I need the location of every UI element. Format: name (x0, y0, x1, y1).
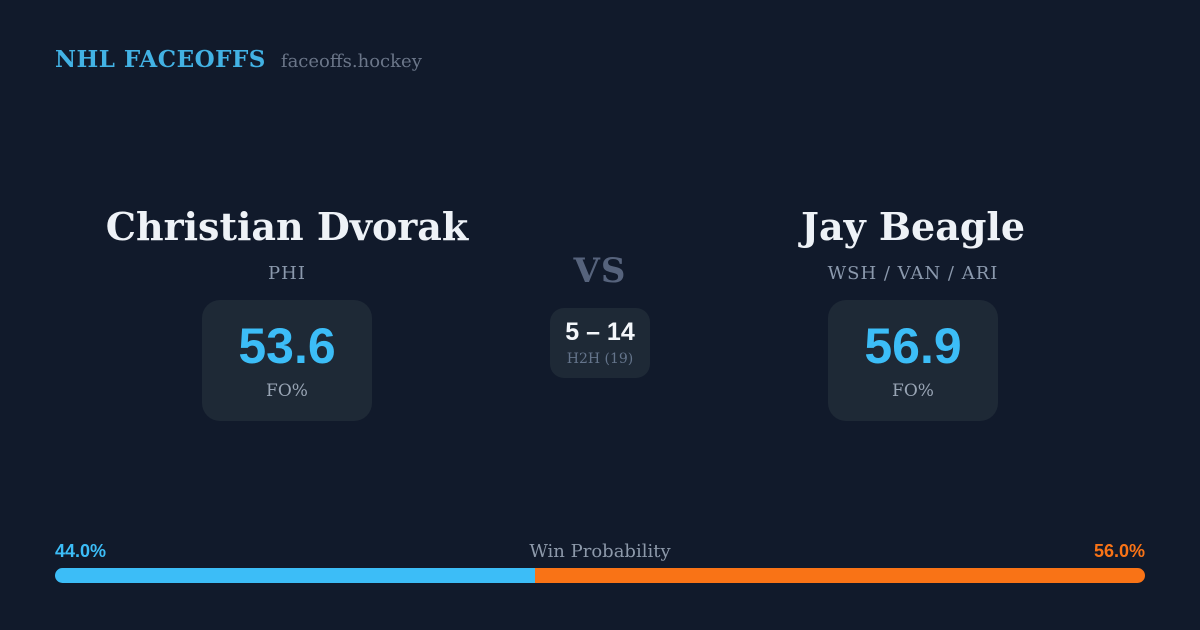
player-right: Jay Beagle WSH / VAN / ARI (713, 205, 1113, 284)
h2h-label: H2H (19) (566, 350, 634, 367)
win-probability-bar-left-segment (55, 568, 535, 583)
win-probability-bar (55, 568, 1145, 583)
win-probability-bar-right-segment (534, 568, 1145, 583)
player-left-fo-value: 53.6 (238, 317, 336, 374)
player-left-name: Christian Dvorak (105, 204, 469, 249)
player-left-stat-card: 53.6 FO% (202, 300, 372, 421)
site-domain: faceoffs.hockey (280, 51, 422, 72)
vs-label: VS (573, 251, 627, 291)
player-right-name: Jay Beagle (800, 204, 1025, 249)
player-left-teams: PHI (268, 262, 306, 284)
header: NHL FACEOFFS faceoffs.hockey (55, 46, 422, 73)
brand-title: NHL FACEOFFS (55, 46, 266, 73)
win-probability-labels: 44.0% Win Probability 56.0% (55, 541, 1145, 562)
player-left-fo-label: FO% (266, 380, 308, 401)
player-right-teams: WSH / VAN / ARI (827, 262, 999, 284)
player-right-stat-card: 56.9 FO% (828, 300, 998, 421)
h2h-record: 5 – 14 (565, 317, 635, 346)
player-right-fo-value: 56.9 (864, 317, 962, 374)
win-probability-title: Win Probability (529, 541, 671, 562)
player-right-fo-label: FO% (892, 380, 934, 401)
h2h-card: 5 – 14 H2H (19) (550, 308, 650, 378)
player-left: Christian Dvorak PHI (87, 205, 487, 284)
win-probability-right-pct: 56.0% (1093, 541, 1145, 561)
win-probability-left-pct: 44.0% (55, 541, 107, 561)
